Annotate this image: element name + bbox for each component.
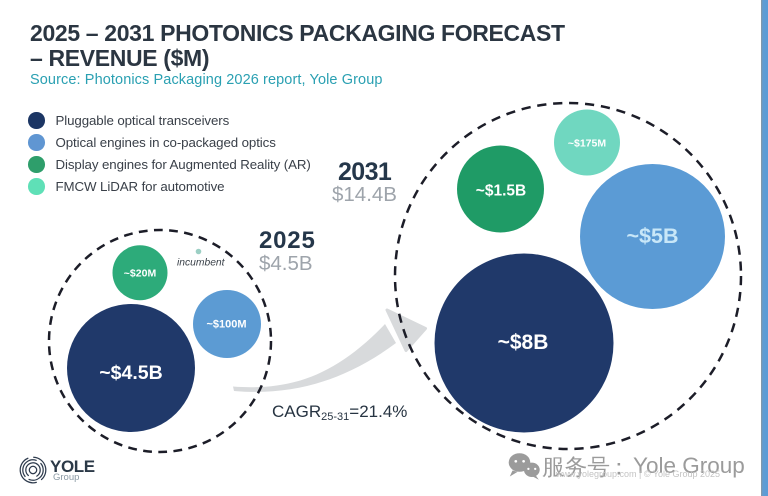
svg-text:~$175M: ~$175M: [568, 137, 606, 149]
svg-text:~$1.5B: ~$1.5B: [476, 182, 526, 199]
svg-text:~$8B: ~$8B: [498, 331, 549, 354]
svg-text:CAGR25-31=21.4%: CAGR25-31=21.4%: [272, 402, 407, 423]
svg-text:~$100M: ~$100M: [206, 319, 246, 331]
svg-text:~$20M: ~$20M: [124, 268, 157, 280]
svg-text:~$5B: ~$5B: [627, 224, 679, 248]
svg-text:incumbent: incumbent: [177, 258, 226, 269]
svg-text:~$4.5B: ~$4.5B: [99, 362, 162, 384]
